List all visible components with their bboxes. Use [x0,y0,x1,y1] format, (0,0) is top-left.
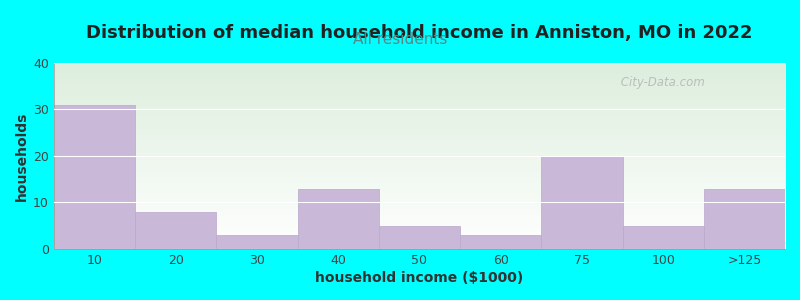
Text: All residents: All residents [353,32,447,46]
Bar [704,188,785,249]
Bar [379,226,460,249]
Bar [135,212,216,249]
Y-axis label: households: households [15,111,29,201]
Text: City-Data.com: City-Data.com [617,76,705,89]
Bar [54,105,135,249]
Bar [460,235,542,249]
Bar [542,156,622,249]
Bar [622,226,704,249]
Bar [216,235,298,249]
Bar [298,188,379,249]
Title: Distribution of median household income in Anniston, MO in 2022: Distribution of median household income … [86,24,753,42]
X-axis label: household income ($1000): household income ($1000) [315,271,523,285]
